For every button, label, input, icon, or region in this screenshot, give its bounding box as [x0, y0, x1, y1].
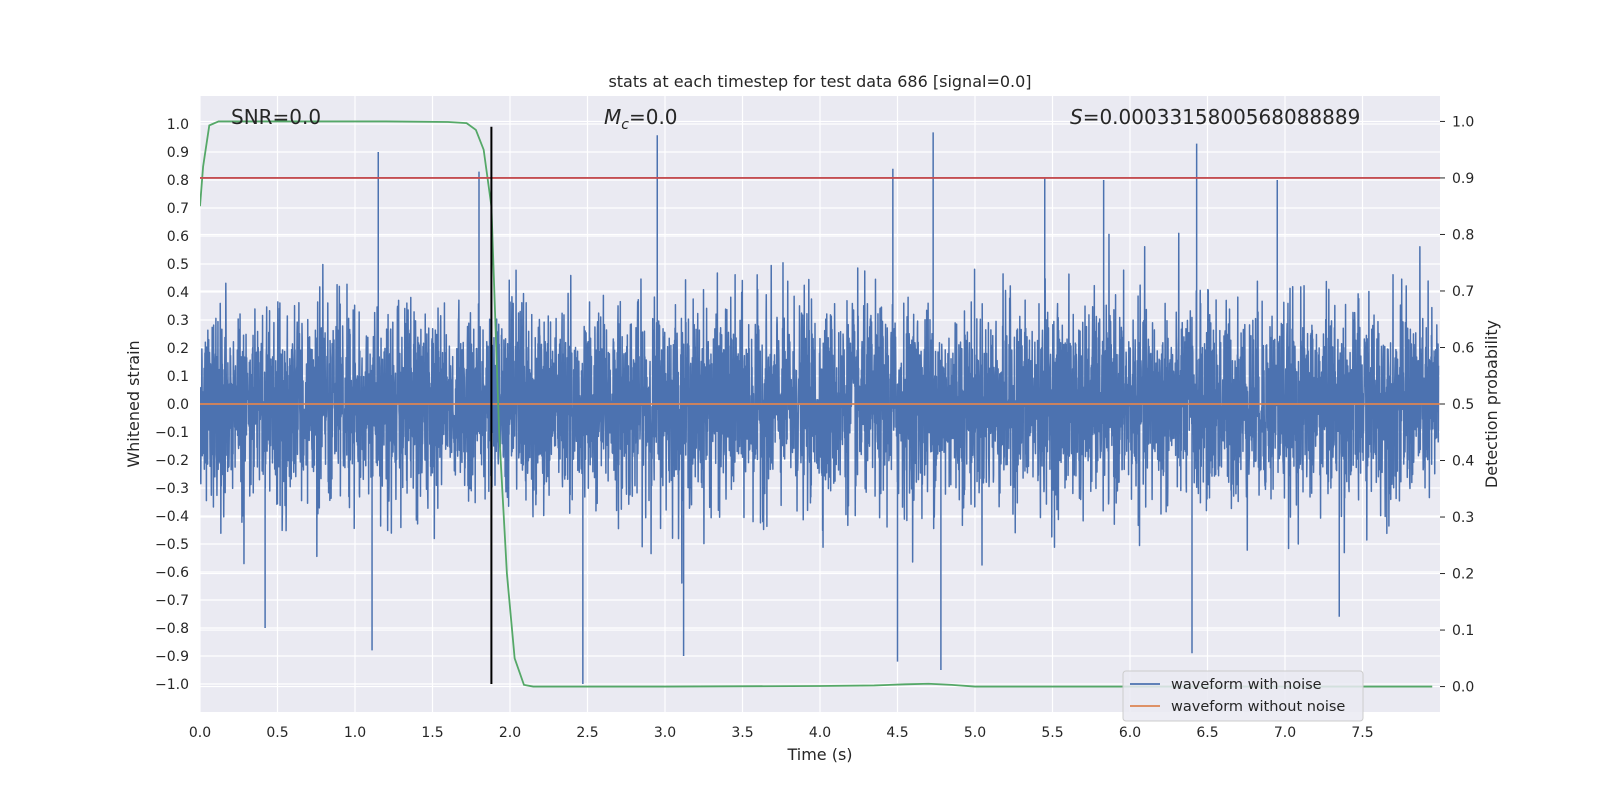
chirp-mass-subscript: c [621, 117, 629, 133]
y-tick-label: 0.9 [167, 145, 189, 161]
x-tick-label: 3.0 [654, 725, 676, 741]
y2-tick-label: 0.6 [1452, 340, 1474, 356]
x-tick-label: 7.5 [1351, 725, 1373, 741]
score-annotation: S=0.0003315800568088889 [1070, 105, 1360, 129]
y2-axis-label: Detection probability [1482, 320, 1501, 488]
score-symbol: S [1070, 105, 1083, 129]
y2-tick-label: 0.3 [1452, 510, 1474, 526]
x-tick-label: 6.0 [1119, 725, 1141, 741]
y-tick-label: −0.4 [155, 509, 189, 525]
legend-label-clean: waveform without noise [1171, 699, 1345, 715]
score-value: =0.0003315800568088889 [1083, 105, 1361, 129]
y2-tick-label: 0.0 [1452, 680, 1474, 696]
y-tick-label: −0.9 [155, 649, 189, 665]
x-tick-label: 6.5 [1196, 725, 1218, 741]
x-tick-label: 1.0 [344, 725, 366, 741]
y-tick-label: 0.2 [167, 341, 189, 357]
chirp-mass-value: =0.0 [629, 105, 678, 129]
legend-label-noisy: waveform with noise [1171, 677, 1322, 693]
y-tick-label: 0.1 [167, 369, 189, 385]
x-axis-label: Time (s) [786, 745, 852, 764]
chirp-mass-annotation: Mc=0.0 [604, 105, 678, 133]
x-tick-label: 2.0 [499, 725, 521, 741]
y2-tick-label: 1.0 [1452, 114, 1474, 130]
y-tick-label: 0.6 [167, 229, 189, 245]
legend-box [1122, 670, 1364, 722]
y-tick-label: −1.0 [155, 677, 189, 693]
y-tick-label: −0.3 [155, 481, 189, 497]
y-tick-label: 0.4 [167, 285, 189, 301]
x-tick-label: 3.5 [731, 725, 753, 741]
snr-annotation: SNR=0.0 [231, 105, 321, 129]
x-tick-label: 5.5 [1041, 725, 1063, 741]
y-tick-label: −0.8 [155, 621, 189, 637]
x-tick-label: 4.5 [886, 725, 908, 741]
noisy-waveform-line [200, 132, 1440, 684]
y-tick-label: 0.3 [167, 313, 189, 329]
y-tick-label: 1.0 [167, 117, 189, 133]
chart-title: stats at each timestep for test data 686… [608, 72, 1031, 91]
y-tick-label: −0.7 [155, 593, 189, 609]
y-axis-label: Whitened strain [124, 340, 143, 467]
x-tick-label: 2.5 [576, 725, 598, 741]
y2-tick-label: 0.8 [1452, 227, 1474, 243]
chirp-mass-symbol: M [604, 105, 621, 129]
x-tick-label: 1.5 [421, 725, 443, 741]
detection-probability-line [200, 120, 1433, 688]
y2-tick-label: 0.9 [1452, 171, 1474, 187]
y2-tick-label: 0.4 [1452, 454, 1474, 470]
y-tick-label: −0.5 [155, 537, 189, 553]
x-tick-label: 0.0 [189, 725, 211, 741]
y-tick-label: 0.0 [167, 397, 189, 413]
legend: waveform with noise waveform without noi… [1122, 670, 1364, 722]
data-layer [200, 120, 1440, 688]
y-axis-ticks: 1.0 0.9 0.8 0.7 0.6 0.5 0.4 0.3 0.2 0.1 0.0 −0.1 −0.… [155, 117, 189, 693]
y-tick-label: 0.5 [167, 257, 189, 273]
x-tick-label: 5.0 [964, 725, 986, 741]
x-tick-label: 0.5 [266, 725, 288, 741]
x-tick-label: 7.0 [1274, 725, 1296, 741]
y-tick-label: −0.1 [155, 425, 189, 441]
y2-tick-label: 0.7 [1452, 284, 1474, 300]
y-tick-label: −0.2 [155, 453, 189, 469]
x-axis-ticks: 0.0 0.5 1.0 1.5 2.0 2.5 3.0 3.5 4.0 4.5 5.0 5.5 6.0 6… [189, 725, 1374, 741]
y-tick-label: −0.6 [155, 565, 189, 581]
x-tick-label: 4.0 [809, 725, 831, 741]
y-tick-label: 0.8 [167, 173, 189, 189]
y2-axis-ticks: 1.0 0.9 0.8 0.7 0.6 0.5 0.4 0.3 0.2 0.1 0.0 [1440, 114, 1474, 696]
y2-tick-label: 0.1 [1452, 623, 1474, 639]
y2-tick-label: 0.2 [1452, 567, 1474, 583]
y2-tick-label: 0.5 [1452, 397, 1474, 413]
y-tick-label: 0.7 [167, 201, 189, 217]
